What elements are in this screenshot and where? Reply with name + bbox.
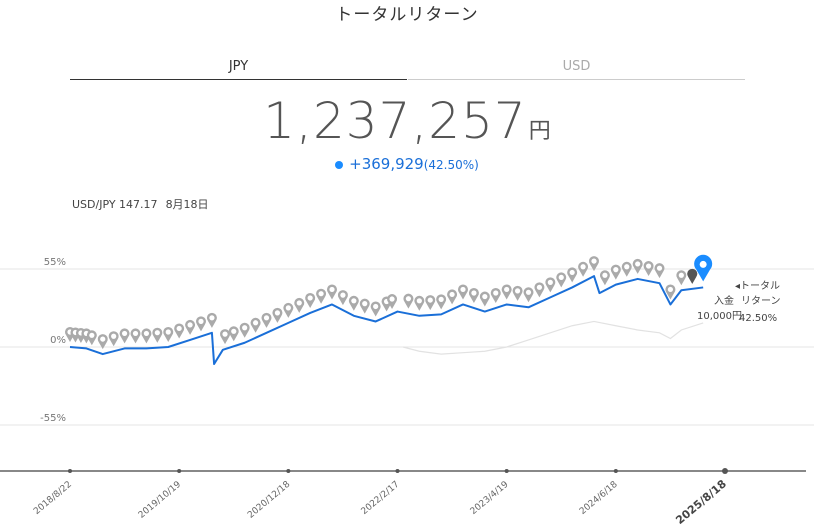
- deposit-marker-icon[interactable]: [305, 292, 316, 308]
- deposit-marker-icon[interactable]: [86, 330, 97, 346]
- currency-tabs: JPY USD: [70, 57, 745, 80]
- deposit-marker-icon[interactable]: [556, 272, 567, 288]
- deposit-marker-icon[interactable]: [676, 270, 687, 286]
- marker-value: 42.50%: [739, 313, 777, 324]
- deposit-marker-icon[interactable]: [327, 284, 337, 300]
- change-line: +369,929(42.50%): [0, 155, 814, 173]
- chart-title: トータルリターン: [335, 5, 479, 25]
- deposit-marker-icon[interactable]: [141, 328, 152, 344]
- deposit-marker-icon[interactable]: [220, 329, 231, 345]
- deposit-marker-icon[interactable]: [239, 322, 250, 338]
- total-value-unit: 円: [528, 119, 551, 144]
- fx-rate-date: 8月18日: [165, 198, 209, 211]
- x-tick-label: 2020/12/18: [246, 479, 292, 520]
- x-tick: [68, 469, 72, 473]
- deposit-marker-icon[interactable]: [621, 261, 632, 277]
- deposit-marker-icon[interactable]: [436, 294, 447, 310]
- deposit-marker-icon[interactable]: [108, 331, 119, 347]
- deposit-marker-icon[interactable]: [545, 277, 556, 293]
- marker-label-1: ◂トータル: [735, 280, 780, 292]
- change-amount: +369,929: [349, 155, 424, 173]
- deposit-marker-icon[interactable]: [490, 288, 501, 303]
- deposit-marker-icon[interactable]: [665, 284, 676, 300]
- deposit-marker-icon[interactable]: [337, 290, 348, 306]
- change-dot-icon: [335, 160, 344, 169]
- deposit-marker-icon[interactable]: [196, 316, 206, 332]
- fx-rate-label: USD/JPY 147.17: [72, 198, 158, 211]
- deposit-marker-icon[interactable]: [567, 267, 578, 283]
- change-percent: (42.50%): [423, 158, 479, 172]
- fx-rate: USD/JPY 147.17 8月18日: [72, 196, 217, 212]
- deposit-marker-icon[interactable]: [643, 261, 654, 277]
- deposit-marker-icon[interactable]: [632, 258, 643, 274]
- deposit-marker-icon[interactable]: [185, 319, 196, 335]
- deposit-marker-icon[interactable]: [578, 261, 589, 277]
- deposit-marker-icon[interactable]: [589, 256, 599, 272]
- deposit-marker-icon[interactable]: [523, 287, 534, 303]
- deposit-marker-icon[interactable]: [414, 295, 425, 311]
- x-tick: [395, 469, 400, 473]
- x-tick-label: 2022/2/17: [360, 480, 402, 517]
- y-tick-label: 0%: [50, 335, 66, 346]
- deposit-marker-icon[interactable]: [348, 295, 359, 311]
- deposit-label: 入金: [714, 294, 734, 307]
- deposit-marker-icon[interactable]: [359, 298, 370, 314]
- deposit-marker-icon[interactable]: [261, 312, 272, 328]
- deposit-marker-icon[interactable]: [97, 334, 108, 350]
- deposit-marker-icon[interactable]: [387, 294, 398, 310]
- x-tick-label: 2025/8/18: [673, 477, 729, 527]
- marker-label-2: リターン: [741, 295, 781, 307]
- deposit-marker-icon[interactable]: [250, 317, 261, 333]
- deposit-marker-icon[interactable]: [130, 328, 141, 344]
- x-tick: [722, 468, 728, 474]
- deposit-marker-icon[interactable]: [512, 285, 523, 301]
- y-tick-label: 55%: [44, 257, 66, 268]
- x-tick-label: 2018/8/22: [32, 480, 74, 517]
- deposit-marker-icon[interactable]: [425, 295, 436, 311]
- benchmark-line: [402, 320, 704, 355]
- deposit-marker-icon[interactable]: [534, 282, 545, 298]
- deposit-marker-icon[interactable]: [599, 270, 610, 286]
- deposit-marker-icon[interactable]: [119, 328, 130, 344]
- x-tick-label: 2024/6/18: [578, 479, 620, 516]
- deposit-marker-icon[interactable]: [206, 312, 217, 328]
- deposit-marker-icon[interactable]: [316, 288, 327, 304]
- x-tick: [286, 469, 291, 473]
- deposit-marker-icon[interactable]: [283, 302, 294, 318]
- x-tick: [177, 469, 182, 473]
- total-value-number: 1,237,257: [263, 92, 527, 150]
- total-value: 1,237,257円: [0, 92, 814, 150]
- latest-deposit-icon: [687, 268, 698, 284]
- total-return-line: [69, 275, 704, 366]
- current-marker-icon: [694, 254, 713, 282]
- deposit-marker-icon[interactable]: [294, 297, 305, 313]
- deposit-amount: 10,000円: [697, 311, 742, 322]
- y-tick-label: -55%: [40, 413, 66, 424]
- current-marker-center: [699, 260, 707, 268]
- tab-usd[interactable]: USD: [408, 57, 745, 80]
- deposit-marker-icon[interactable]: [228, 326, 239, 342]
- deposit-marker-icon[interactable]: [174, 323, 185, 339]
- deposit-marker-icon[interactable]: [163, 327, 174, 342]
- deposit-marker-icon[interactable]: [654, 263, 665, 279]
- deposit-marker-icon[interactable]: [370, 301, 381, 317]
- x-tick: [504, 469, 509, 473]
- x-tick: [613, 469, 618, 473]
- deposit-marker-icon[interactable]: [272, 307, 283, 323]
- deposit-marker-icon[interactable]: [479, 291, 490, 307]
- deposit-marker-icon[interactable]: [468, 288, 479, 303]
- x-tick-label: 2023/4/19: [469, 479, 511, 516]
- deposit-marker-icon[interactable]: [610, 264, 621, 280]
- deposit-marker-icon[interactable]: [458, 284, 469, 300]
- tab-jpy[interactable]: JPY: [70, 57, 407, 80]
- x-tick-label: 2019/10/19: [137, 479, 183, 520]
- deposit-marker-icon[interactable]: [152, 327, 163, 343]
- deposit-marker-icon[interactable]: [447, 289, 458, 305]
- deposit-marker-icon[interactable]: [501, 284, 512, 300]
- deposit-marker-icon[interactable]: [403, 293, 414, 309]
